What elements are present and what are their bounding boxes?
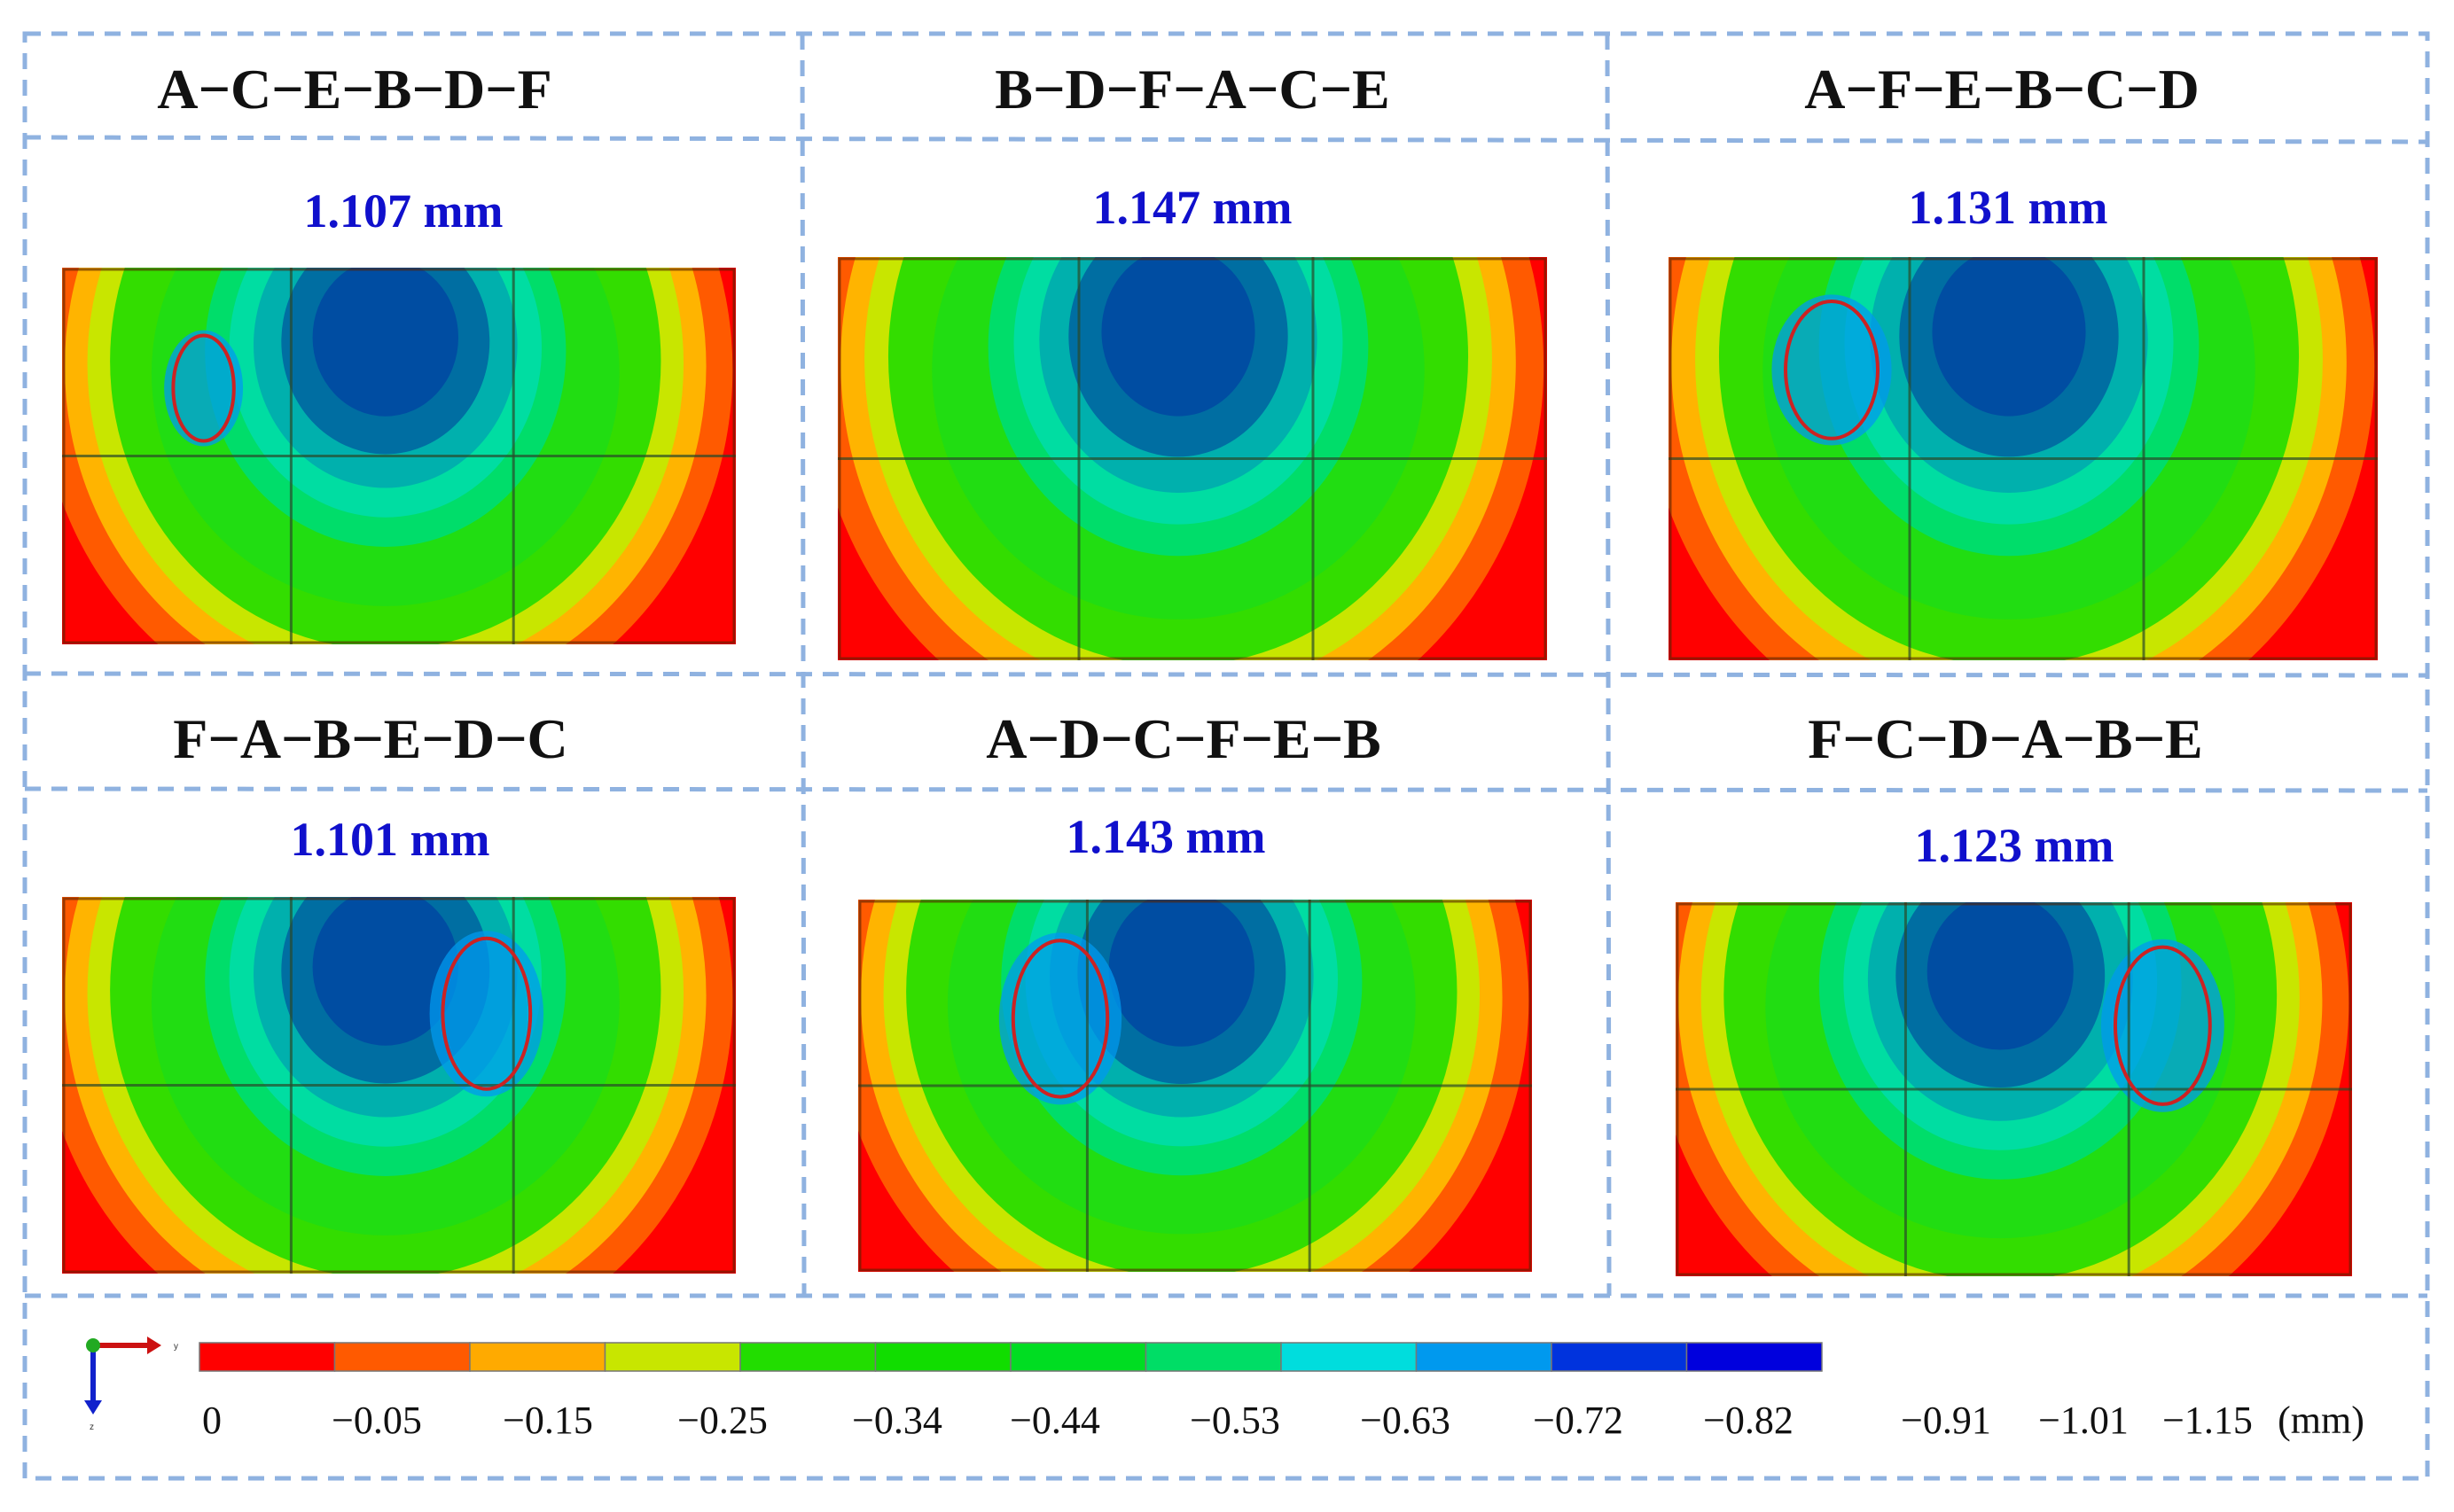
colorbar-tick-label: −0.82	[1703, 1399, 1794, 1442]
contour-plot	[62, 897, 736, 1274]
colorbar-swatch	[604, 1342, 741, 1372]
panel: A−F−E−B−C−D 1.131 mm	[1669, 58, 2378, 660]
frame-grid	[22, 31, 2430, 1481]
contour-band	[1932, 257, 2086, 417]
contour-plot	[838, 257, 1547, 660]
plate-border	[1669, 257, 2378, 660]
frame-divider	[24, 786, 2428, 793]
contour-plot	[1676, 902, 2352, 1276]
contour-band	[164, 330, 244, 447]
colorbar-tick-label: −0.53	[1190, 1399, 1280, 1442]
highlight-marker	[441, 936, 533, 1091]
panel: B−D−F−A−C−E 1.147 mm	[838, 58, 1547, 660]
colorbar-tick-label: −0.63	[1360, 1399, 1450, 1442]
max-deformation-label: 1.107 mm	[304, 184, 504, 238]
max-deformation-label: 1.131 mm	[1909, 181, 2108, 234]
colorbar-swatch	[333, 1342, 471, 1372]
plate-border	[838, 257, 1547, 660]
contour-band	[1926, 902, 2074, 1050]
max-deformation-label: 1.123 mm	[1915, 819, 2114, 872]
contour-band	[429, 931, 544, 1097]
colorbar-swatch	[1685, 1342, 1823, 1372]
contour-band	[2100, 939, 2224, 1112]
axis-z-label: z	[90, 1422, 94, 1432]
sequence-title: F−C−D−A−B−E	[1808, 707, 2202, 770]
panel: A−C−E−B−D−F 1.107 mm	[62, 58, 736, 644]
plate-border	[1676, 902, 2352, 1276]
colorbar-swatch	[874, 1342, 1012, 1372]
max-deformation-label: 1.101 mm	[291, 813, 490, 866]
colorbar-tick-label: −0.15	[503, 1399, 593, 1442]
sequence-title: F−A−B−E−D−C	[173, 707, 567, 770]
panel: A−D−C−F−E−B 1.143 mm	[858, 707, 1532, 1272]
contour-plot	[62, 268, 736, 644]
frame-divider	[800, 33, 807, 1297]
contour-band	[1101, 257, 1255, 417]
contour-band	[312, 268, 459, 417]
frame-divider	[24, 135, 2428, 144]
plate-border	[858, 900, 1532, 1272]
colorbar-unit-label: (mm)	[2278, 1399, 2364, 1442]
colorbar-swatch	[1280, 1342, 1418, 1372]
sequence-title: A−F−E−B−C−D	[1804, 58, 2199, 121]
sequence-title: A−C−E−B−D−F	[157, 58, 551, 121]
colorbar-legend: 0 −0.05 −0.15 −0.25 −0.34 −0.44 −0.53 −0.63 −0.7…	[199, 1342, 2364, 1442]
axis-y-label: y	[174, 1342, 178, 1352]
colorbar-tick-label: −0.44	[1010, 1399, 1100, 1442]
panel: F−C−D−A−B−E 1.123 mm	[1676, 707, 2352, 1276]
contour-band	[932, 257, 1425, 620]
colorbar-tick-label: −1.01	[2038, 1399, 2129, 1442]
contour-band	[1108, 900, 1255, 1047]
outer-frame	[22, 31, 2430, 1481]
colorbar-tick-label: −0.91	[1901, 1399, 1991, 1442]
contour-plot	[858, 900, 1532, 1272]
highlight-marker	[1784, 300, 1880, 440]
max-deformation-label: 1.143 mm	[1067, 810, 1266, 863]
colorbar-tick-label: −1.15	[2162, 1399, 2253, 1442]
colorbar-swatch	[1551, 1342, 1688, 1372]
colorbar-swatch	[199, 1342, 336, 1372]
colorbar-swatch	[1415, 1342, 1552, 1372]
sequence-title: B−D−F−A−C−E	[995, 58, 1389, 121]
colorbar-tick-label: 0	[202, 1399, 222, 1442]
colorbar-tick-label: −0.72	[1533, 1399, 1623, 1442]
max-deformation-label: 1.147 mm	[1093, 181, 1293, 234]
colorbar-swatch	[739, 1342, 877, 1372]
frame-divider	[24, 671, 2428, 678]
contour-band	[152, 268, 620, 606]
highlight-marker	[1011, 939, 1110, 1099]
contour-band	[1771, 294, 1892, 446]
colorbar-tick-label: −0.25	[677, 1399, 768, 1442]
colorbar-swatch	[1010, 1342, 1147, 1372]
colorbar-tick-label: −0.05	[332, 1399, 422, 1442]
sequence-title: A−D−C−F−E−B	[986, 707, 1380, 770]
highlight-marker	[171, 333, 236, 443]
contour-plot	[1669, 257, 2378, 660]
panel: F−A−B−E−D−C 1.101 mm	[62, 707, 736, 1274]
highlight-marker	[2113, 945, 2212, 1106]
colorbar-tick-label: −0.34	[852, 1399, 942, 1442]
plate-border	[62, 268, 736, 644]
axis-triad-icon: y z	[84, 1337, 178, 1432]
plate-border	[62, 897, 736, 1274]
contour-band	[312, 897, 459, 1046]
contour-band	[998, 932, 1122, 1105]
frame-divider	[1605, 33, 1612, 1297]
colorbar-swatch	[1145, 1342, 1282, 1372]
colorbar-swatch	[469, 1342, 606, 1372]
